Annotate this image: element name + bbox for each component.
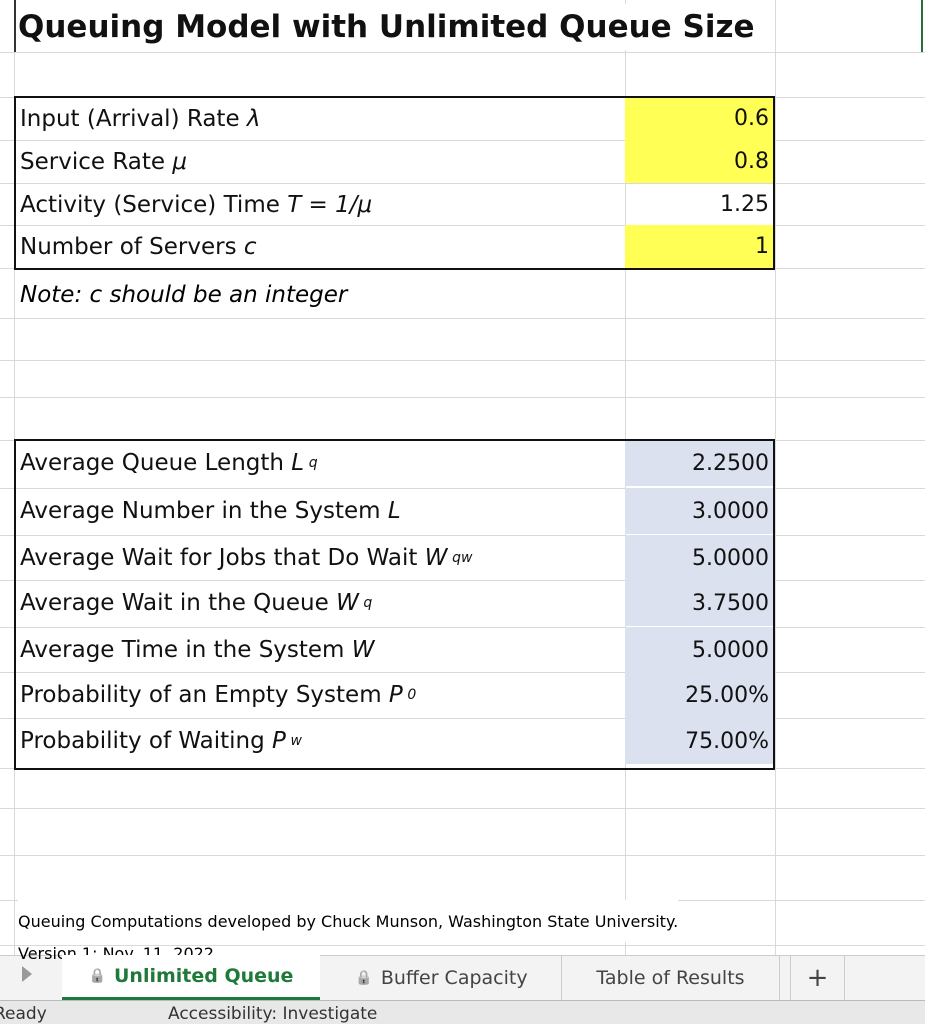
- sheet-tab[interactable]: 🔒 Unlimited Queue: [62, 955, 320, 1000]
- label-text: Activity (Service) Time: [20, 191, 280, 218]
- value-cell: 3.0000: [692, 498, 769, 524]
- value-cell: 5.0000: [692, 637, 769, 663]
- status-ready: Ready: [0, 1004, 47, 1024]
- cell-border: [921, 0, 923, 52]
- lock-icon: 🔒: [355, 969, 373, 986]
- grid-line: [0, 225, 925, 226]
- value-cell-fill: [625, 440, 775, 486]
- value-cell: 5.0000: [692, 545, 769, 571]
- grid-line: [0, 140, 925, 141]
- grid-line: [0, 318, 925, 319]
- grid-line: [0, 580, 925, 581]
- sheet-tab[interactable]: Table of Results: [562, 955, 780, 1000]
- row-label: Average Wait for Jobs that Do Wait W qw: [20, 535, 472, 581]
- table-border: [773, 96, 775, 270]
- scroll-arrow[interactable]: [22, 966, 32, 982]
- title: Queuing Model with Unlimited Queue Size: [18, 4, 761, 50]
- row-label: Probability of Waiting P w: [20, 718, 302, 764]
- status-accessibility[interactable]: Accessibility: Investigate: [168, 1004, 378, 1024]
- grid-line: [0, 52, 925, 53]
- value-cell: 2.2500: [692, 450, 769, 476]
- row-label: Average Queue Length L q: [20, 440, 318, 486]
- value-cell: 1.25: [720, 192, 769, 217]
- tab-label: Unlimited Queue: [113, 965, 294, 987]
- label-subscript: 0: [407, 687, 417, 703]
- label-text: Input (Arrival) Rate: [20, 105, 240, 132]
- grid-line: [0, 360, 925, 361]
- label-text: Average Time in the System: [20, 637, 345, 663]
- label-symbol: T = 1/μ: [287, 191, 373, 218]
- label-symbol: L: [291, 450, 305, 476]
- grid-line: [0, 627, 925, 628]
- lock-icon: 🔒: [88, 968, 106, 984]
- label-symbol: W: [336, 590, 359, 616]
- row-label: Probability of an Empty System P 0: [20, 672, 416, 718]
- value-cell: 75.00%: [685, 728, 769, 754]
- value-cell-fill: [625, 97, 775, 140]
- label-symbol: P: [272, 728, 286, 754]
- grid-line: [0, 945, 925, 946]
- table-border: [773, 439, 775, 770]
- label-symbol: W: [424, 545, 448, 571]
- value-cell: 0.8: [734, 149, 769, 174]
- label-subscript: q: [363, 595, 373, 611]
- label-symbol: c: [243, 233, 257, 260]
- label-symbol: P: [388, 682, 403, 708]
- credit: Queuing Computations developed by Chuck …: [18, 900, 679, 942]
- value-cell-fill: [625, 225, 775, 268]
- sheet-tab[interactable]: 🔒 Buffer Capacity: [322, 955, 562, 1000]
- value-cell-fill: [625, 488, 775, 534]
- label-symbol: L: [387, 498, 401, 524]
- label-text: Average Wait for Jobs that Do Wait: [20, 545, 418, 571]
- note: Note: c should be an integer: [20, 282, 348, 308]
- row-label: Average Number in the System L: [20, 488, 401, 534]
- value-cell: 1: [755, 234, 769, 259]
- row-label: Average Time in the System W: [20, 627, 375, 673]
- label-text: Probability of an Empty System: [20, 682, 382, 708]
- table-border: [14, 439, 775, 770]
- row-label: Number of Servers c: [20, 225, 257, 268]
- cell-border: [14, 0, 16, 52]
- add-sheet[interactable]: +: [790, 955, 845, 1000]
- label-text: Service Rate: [20, 148, 166, 175]
- row-label: Service Rate μ: [20, 140, 187, 183]
- grid-line: [0, 718, 925, 719]
- grid-line: [0, 397, 925, 398]
- value-cell-fill: [625, 580, 775, 626]
- grid-line: [0, 183, 925, 184]
- grid-line: [0, 535, 925, 536]
- label-symbol: λ: [246, 105, 261, 132]
- tab-label: Buffer Capacity: [380, 966, 528, 989]
- row-label: Activity (Service) Time T = 1/μ: [20, 183, 372, 226]
- grid-line: [0, 672, 925, 673]
- status-bar: [0, 1000, 925, 1024]
- label-subscript: qw: [452, 550, 473, 566]
- label-symbol: μ: [172, 148, 188, 175]
- tab-label: Table of Results: [596, 966, 745, 989]
- value-cell: 0.6: [734, 106, 769, 131]
- label-text: Average Number in the System: [20, 498, 381, 524]
- grid-line: [0, 488, 925, 489]
- label-text: Average Wait in the Queue: [20, 590, 329, 616]
- value-cell-fill: [625, 718, 775, 764]
- value-cell: 3.7500: [692, 590, 769, 616]
- label-text: Probability of Waiting: [20, 728, 265, 754]
- grid-line: [0, 808, 925, 809]
- grid-line: [775, 0, 776, 955]
- value-cell: 25.00%: [685, 682, 769, 708]
- label-subscript: q: [308, 455, 318, 471]
- row-label: Input (Arrival) Rate λ: [20, 97, 261, 140]
- label-subscript: w: [290, 733, 302, 749]
- value-cell-fill: [625, 140, 775, 183]
- table-border: [14, 96, 775, 270]
- label-text: Number of Servers: [20, 233, 237, 260]
- label-symbol: W: [351, 637, 375, 663]
- value-cell-fill: [625, 672, 775, 718]
- value-cell-fill: [625, 627, 775, 673]
- grid-line: [0, 855, 925, 856]
- label-text: Average Queue Length: [20, 450, 284, 476]
- row-label: Average Wait in the Queue W q: [20, 580, 372, 626]
- value-cell-fill: [625, 535, 775, 581]
